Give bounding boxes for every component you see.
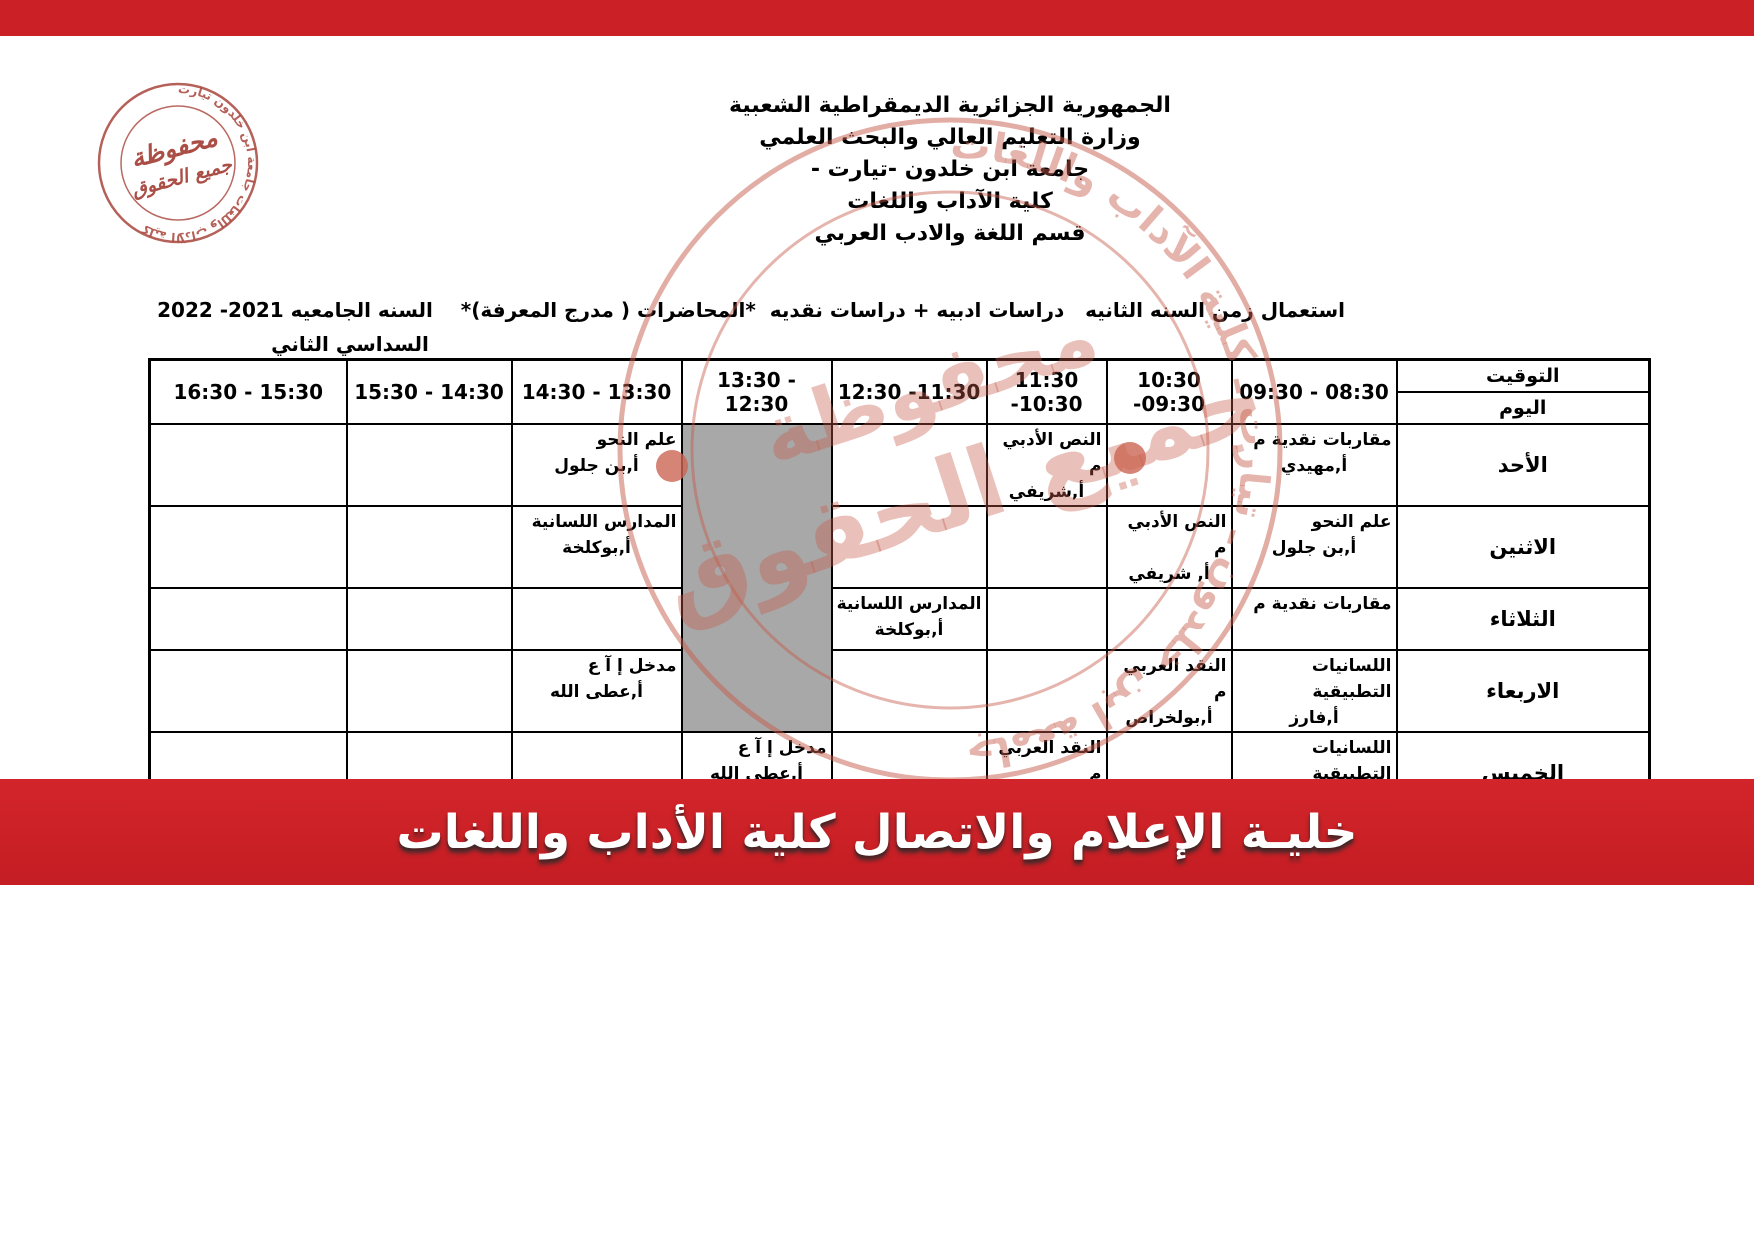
svg-text:كلية الآداب واللغات جامعة ابن: كلية الآداب واللغات جامعة ابن خلدون تيار… (140, 82, 259, 244)
schedule-cell-empty (148, 587, 348, 651)
footer-banner: خليـة الإعلام والاتصال كلية الأداب واللغ… (0, 779, 1754, 885)
day-label: الاثنين (1395, 505, 1651, 589)
time-column-header: 15:30 - 14:30 (345, 358, 513, 425)
time-column-header: 09:30 - 08:30 (1230, 358, 1398, 425)
schedule-cell-empty (830, 423, 988, 507)
schedule-cell: المدارس اللسانية أ,بوكلخة (510, 505, 683, 589)
header-line-university: جامعة ابن خلدون -تيارت - (810, 157, 1090, 182)
corner-day-label: اليوم (1499, 397, 1547, 419)
schedule-cell: علم النحو أ,بن جلول (510, 423, 683, 507)
schedule-cell-empty (510, 587, 683, 651)
schedule-cell-empty (345, 587, 513, 651)
schedule-cell-empty (985, 505, 1108, 589)
timetable: التوقيت اليوم 09:30 - 08:30 10:30 -09:30… (148, 358, 1651, 816)
schedule-cell-empty (148, 649, 348, 733)
schedule-cell-empty (345, 505, 513, 589)
stamp-center-line2: جميع الحقوق (129, 153, 235, 201)
schedule-cell-empty (345, 423, 513, 507)
corner-header-cell: التوقيت اليوم (1395, 358, 1651, 425)
header-line-faculty: كلية الآداب واللغات (847, 189, 1053, 214)
blocked-timeslot (680, 423, 833, 733)
day-label: الاربعاء (1395, 649, 1651, 733)
schedule-cell: مدخل إ آ ع أ,عطى الله (510, 649, 683, 733)
header-line-department: قسم اللغة والادب العربي (814, 221, 1086, 246)
schedule-cell: النقد العربي م أ,بولخراص (1105, 649, 1233, 733)
corner-time-label: التوقيت (1398, 361, 1648, 393)
time-column-header: 11:30 -10:30 (985, 358, 1108, 425)
timetable-row-tuesday: الثلاثاء مقاربات نقدية م المدارس اللساني… (148, 587, 1651, 651)
day-label: الأحد (1395, 423, 1651, 507)
copyright-stamp: كلية الآداب واللغات جامعة ابن خلدون تيار… (97, 82, 259, 244)
schedule-cell-empty (345, 649, 513, 733)
schedule-cell: مقاربات نقدية م أ,مهيدي (1230, 423, 1398, 507)
footer-banner-text: خليـة الإعلام والاتصال كلية الأداب واللغ… (396, 804, 1358, 860)
schedule-cell-empty (830, 505, 988, 589)
time-column-header: 10:30 -09:30 (1105, 358, 1233, 425)
time-column-header: 14:30 - 13:30 (510, 358, 683, 425)
header-line-ministry: وزارة التعليم العالي والبحث العلمي (759, 125, 1141, 150)
timetable-row-monday: الاثنين علم النحو أ,بن جلول النص الأدبي … (148, 505, 1651, 589)
schedule-cell: النص الأدبي م أ,شريفي (985, 423, 1108, 507)
schedule-cell: مقاربات نقدية م (1230, 587, 1398, 651)
stamp-ring-text: كلية الآداب واللغات جامعة ابن خلدون تيار… (140, 82, 259, 244)
document-header: الجمهورية الجزائرية الديمقراطية الشعبية … (610, 90, 1290, 250)
day-label: الثلاثاء (1395, 587, 1651, 651)
time-column-header: 12:30 -11:30 (830, 358, 988, 425)
schedule-cell: النص الأدبي م أ, شريفي (1105, 505, 1233, 589)
schedule-cell-empty (985, 649, 1108, 733)
schedule-cell-empty (148, 423, 348, 507)
schedule-cell-empty (148, 505, 348, 589)
time-column-header: 16:30 - 15:30 (148, 358, 348, 425)
schedule-title: استعمال زمن السنه الثانيه دراسات ادبيه +… (157, 298, 1345, 322)
semester-label: السداسي الثاني (271, 332, 429, 356)
timetable-row-sunday: الأحد مقاربات نقدية م أ,مهيدي النص الأدب… (148, 423, 1651, 733)
timetable-header-row: التوقيت اليوم 09:30 - 08:30 10:30 -09:30… (148, 358, 1651, 425)
schedule-cell-empty (830, 649, 988, 733)
schedule-cell: المدارس اللسانية أ,بوكلخة (830, 587, 988, 651)
time-column-header: 13:30 - 12:30 (680, 358, 833, 425)
schedule-cell-empty (985, 587, 1108, 651)
stamp-center-line1: محفوظة (128, 122, 222, 174)
schedule-cell-empty (1105, 587, 1233, 651)
timetable-row-wednesday: الاربعاء اللسانيات التطبيقية أ,فارز النق… (148, 649, 1651, 733)
schedule-cell: اللسانيات التطبيقية أ,فارز (1230, 649, 1398, 733)
schedule-cell: علم النحو أ,بن جلول (1230, 505, 1398, 589)
top-red-bar (0, 0, 1754, 36)
schedule-cell-empty (1105, 423, 1233, 507)
header-line-republic: الجمهورية الجزائرية الديمقراطية الشعبية (729, 93, 1171, 118)
